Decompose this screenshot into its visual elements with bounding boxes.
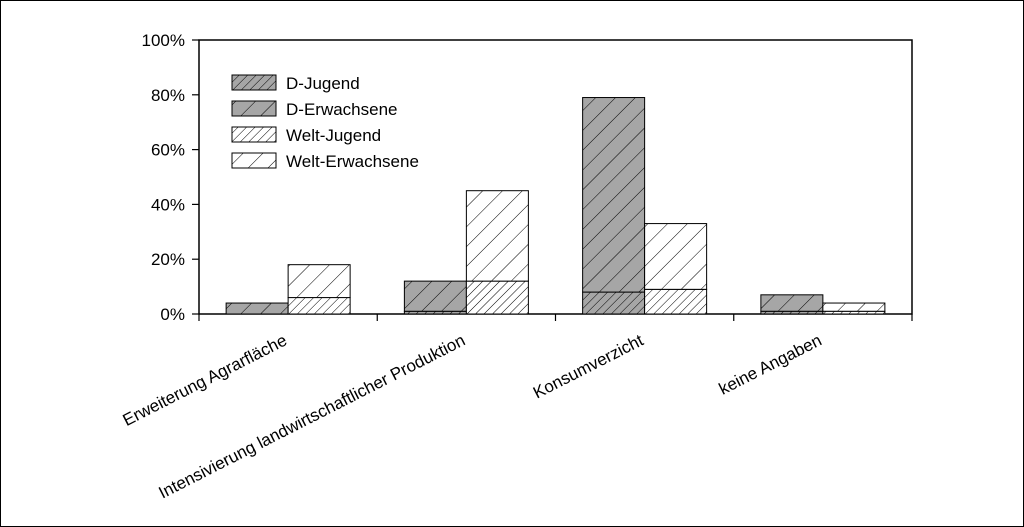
x-category-label: Erweiterung Agrarfläche [120, 331, 290, 430]
bar-segment [403, 280, 467, 312]
bar-segment [644, 223, 708, 290]
legend-label: D-Jugend [286, 74, 360, 93]
bar-segment [644, 288, 708, 315]
x-category-label: Intensivierung landwirtschaftlicher Prod… [156, 331, 469, 503]
legend-swatch [231, 100, 277, 117]
legend-swatch [231, 126, 277, 143]
y-tick-label: 60% [151, 141, 185, 160]
y-axis: 0% 20% 40% 60% 80% 100% [142, 31, 199, 324]
legend-label: Welt-Erwachsene [286, 152, 419, 171]
bar-segment [582, 291, 646, 315]
bar-segment [760, 294, 824, 312]
bar-segment [287, 297, 351, 315]
bar-segment [225, 302, 289, 315]
bar-segment [465, 190, 529, 282]
legend: D-Jugend D-Erwachsene Welt-Jugend Welt-Erwa… [231, 74, 419, 171]
bar-segment [465, 280, 529, 315]
y-tick-label: 20% [151, 250, 185, 269]
y-tick-label: 40% [151, 195, 185, 214]
x-category-label: keine Angaben [716, 331, 825, 399]
bar-segment [582, 97, 646, 293]
legend-label: D-Erwachsene [286, 100, 398, 119]
x-category-label: Konsumverzicht [530, 331, 647, 403]
bar-segment [822, 302, 886, 312]
bar-segment [287, 264, 351, 299]
legend-swatch [231, 74, 277, 91]
legend-swatch [231, 152, 277, 169]
y-tick-label: 80% [151, 86, 185, 105]
y-tick-label: 0% [160, 305, 185, 324]
legend-label: Welt-Jugend [286, 126, 381, 145]
y-tick-label: 100% [142, 31, 185, 50]
bars [225, 97, 886, 315]
